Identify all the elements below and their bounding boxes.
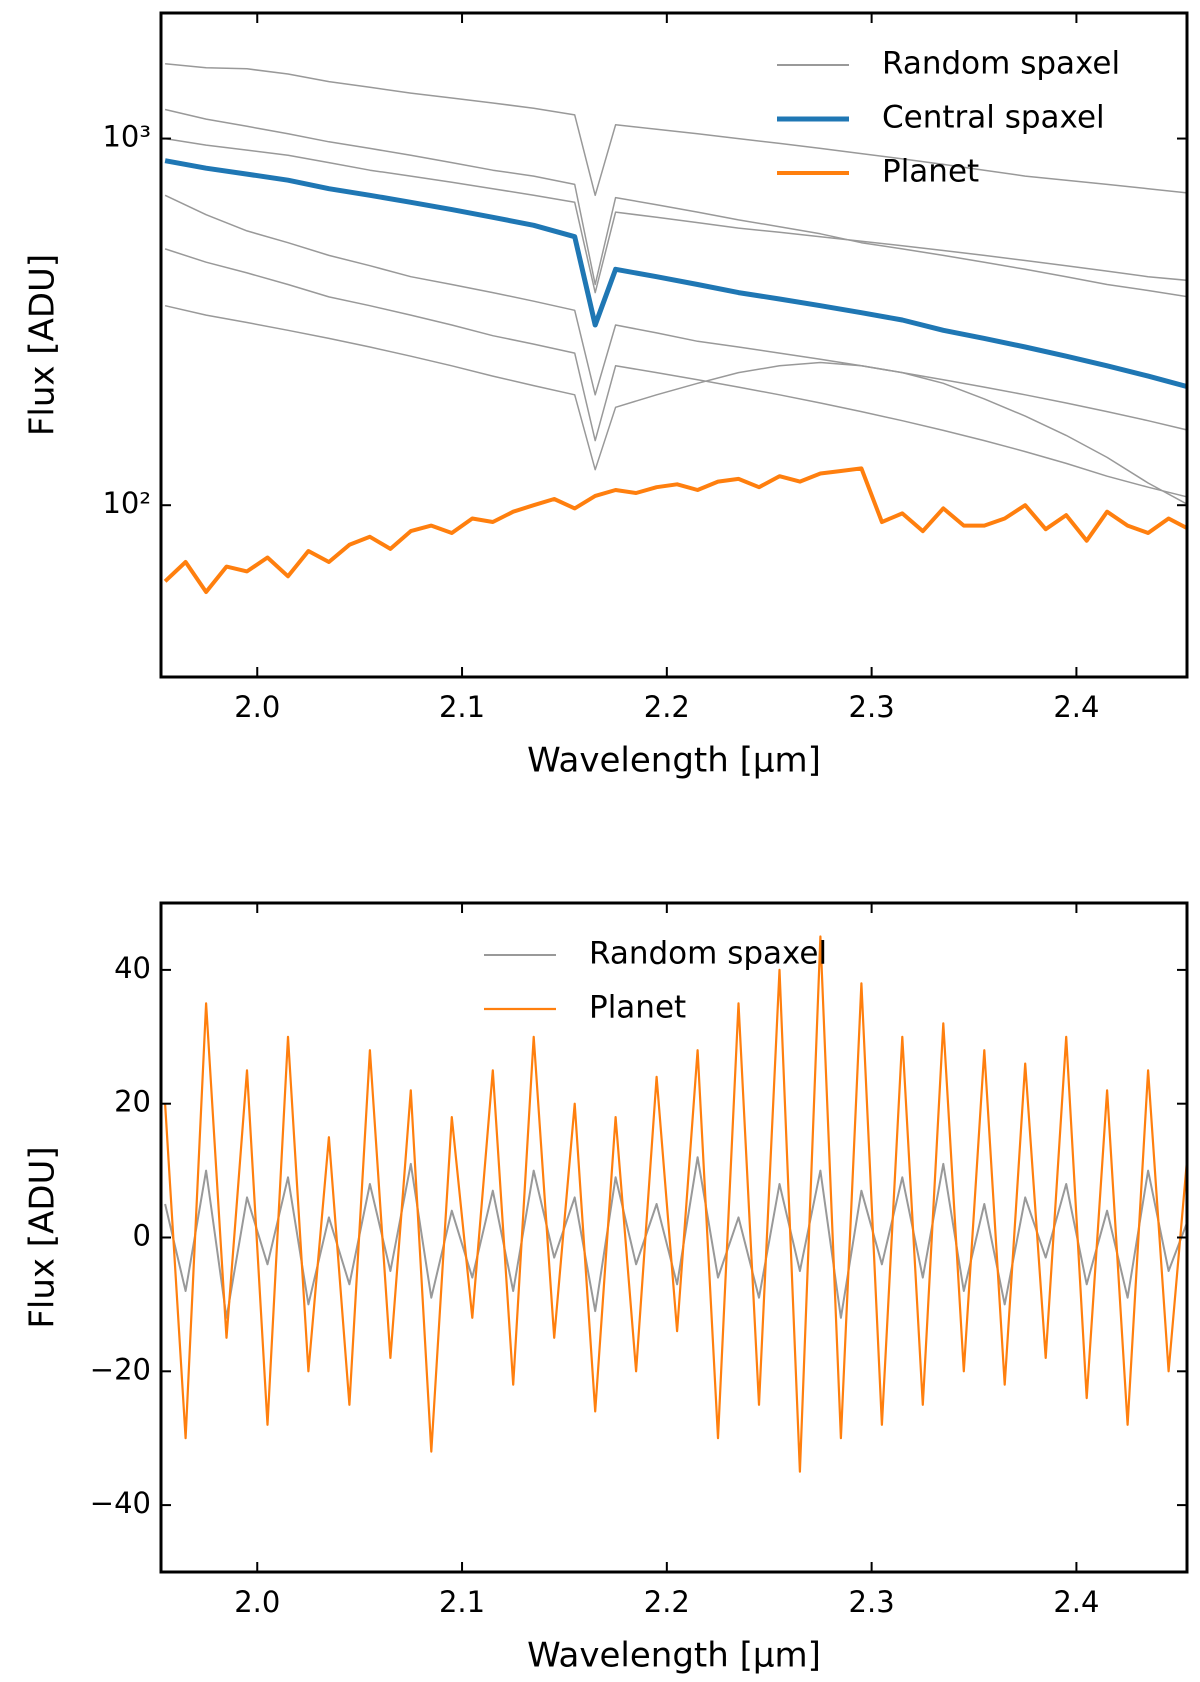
x-tick-label: 2.1	[439, 1585, 485, 1619]
x-axis-label: Wavelength [µm]	[527, 741, 821, 781]
x-tick-label: 2.3	[849, 1585, 895, 1619]
x-tick-label: 2.3	[849, 690, 895, 724]
plot-area	[164, 935, 1187, 1473]
legend-label: Random spaxel	[589, 936, 827, 972]
spectrum-line	[164, 194, 1187, 431]
spectrum-line	[164, 935, 1187, 1473]
x-tick-label: 2.4	[1053, 1585, 1099, 1619]
spectrum-line	[165, 62, 1187, 197]
spectrum-line	[164, 108, 1187, 298]
x-tick-label: 2.0	[234, 690, 280, 724]
y-tick-label: −20	[90, 1352, 151, 1386]
y-axis-label: Flux [ADU]	[23, 254, 63, 436]
spectrum-line	[164, 158, 1187, 390]
y-axis-label: Flux [ADU]	[23, 1146, 63, 1328]
y-tick-label: 10²	[102, 486, 151, 520]
legend-label: Planet	[589, 990, 686, 1026]
y-tick-label: 40	[114, 951, 151, 985]
legend-label: Central spaxel	[882, 100, 1105, 136]
y-tick-label: 10³	[102, 120, 151, 154]
x-tick-label: 2.4	[1053, 690, 1099, 724]
spectrum-line	[164, 248, 1187, 498]
legend-label: Random spaxel	[882, 46, 1120, 82]
y-tick-label: −40	[90, 1486, 151, 1520]
spectrum-line	[164, 304, 1187, 505]
x-tick-label: 2.2	[644, 690, 690, 724]
axes-frame	[159, 11, 1189, 679]
spectrum-line	[164, 1156, 1187, 1319]
plot-area	[163, 62, 1187, 594]
x-tick-label: 2.1	[439, 690, 485, 724]
y-tick-label: 0	[133, 1219, 151, 1253]
spectrum-line	[163, 466, 1187, 594]
x-tick-label: 2.2	[644, 1585, 690, 1619]
x-tick-label: 2.0	[234, 1585, 280, 1619]
y-tick-label: 20	[114, 1085, 151, 1119]
x-axis-label: Wavelength [µm]	[527, 1636, 821, 1676]
spectrum-line	[164, 137, 1187, 294]
legend-label: Planet	[882, 154, 979, 190]
